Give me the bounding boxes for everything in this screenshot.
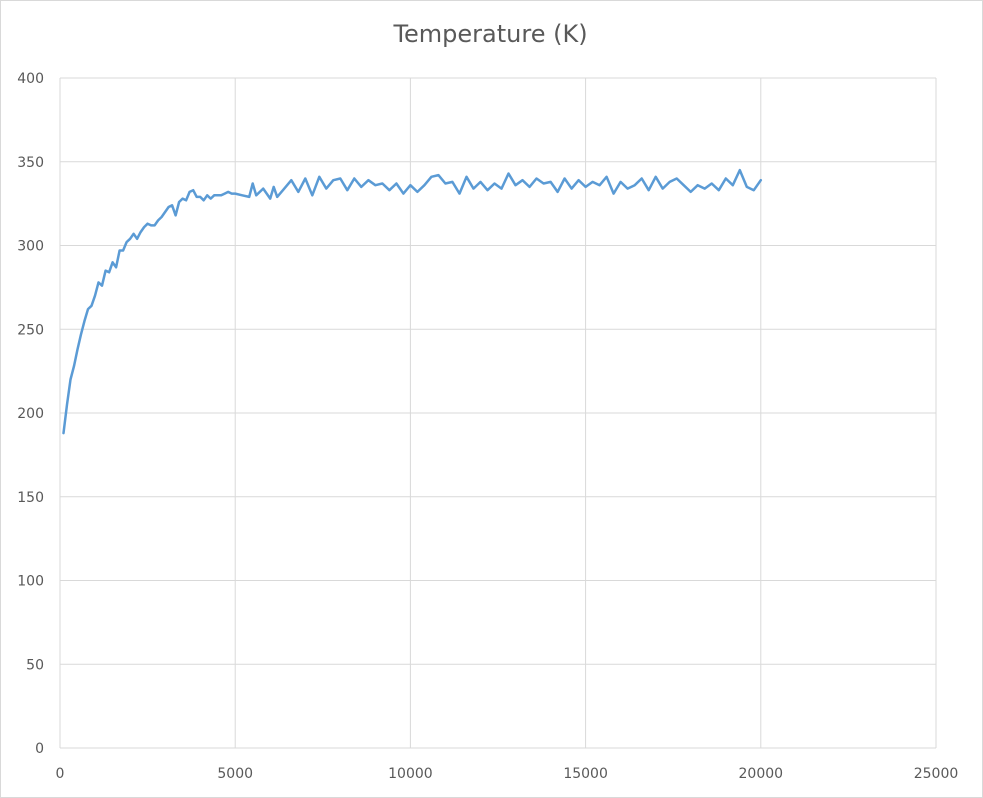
temperature-series-line <box>62 168 763 435</box>
y-tick-label: 150 <box>17 490 44 506</box>
x-tick-label: 5000 <box>217 766 253 782</box>
y-tick-label: 100 <box>17 574 44 590</box>
y-tick-label: 300 <box>17 239 44 255</box>
chart-title: Temperature (K) <box>393 20 588 48</box>
axis-layer: 0 50 100 150 200 250 300 350 400 0 5000 10000 15000 2… <box>17 71 958 782</box>
y-tick-label: 400 <box>17 71 44 87</box>
y-tick-label: 50 <box>26 657 44 673</box>
grid-layer <box>59 77 937 749</box>
x-tick-label: 0 <box>56 766 65 782</box>
y-tick-label: 0 <box>35 741 44 757</box>
y-tick-label: 200 <box>17 406 44 422</box>
x-tick-label: 20000 <box>739 766 784 782</box>
y-tick-label: 250 <box>17 322 44 338</box>
series-layer <box>62 168 763 435</box>
x-tick-label: 15000 <box>563 766 608 782</box>
y-tick-label: 350 <box>17 155 44 171</box>
x-tick-label: 25000 <box>914 766 959 782</box>
x-tick-label: 10000 <box>388 766 433 782</box>
